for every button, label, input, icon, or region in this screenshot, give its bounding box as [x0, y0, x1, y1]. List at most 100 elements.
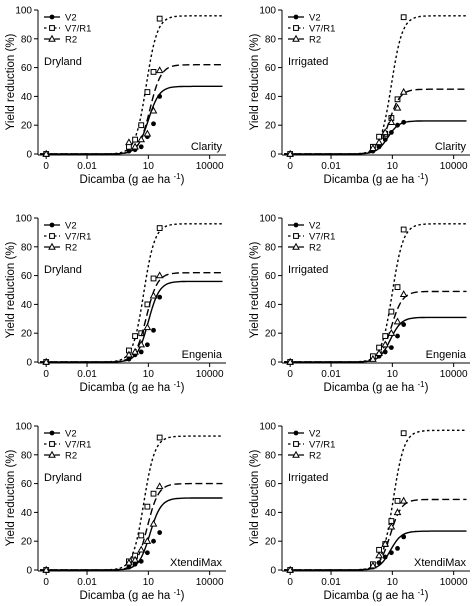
data-point-r2 — [399, 87, 408, 95]
data-point-r2 — [155, 482, 164, 490]
x-axis-title-suffix: ) — [425, 382, 429, 394]
x-tick-label: 0.01 — [77, 577, 97, 588]
y-tick-label: 100 — [15, 6, 32, 17]
data-point-r2 — [143, 129, 152, 137]
x-axis-title-suffix: ) — [181, 174, 185, 186]
data-point-v7-r1 — [144, 89, 151, 95]
y-tick-label: 0 — [270, 358, 276, 369]
y-tick-label: 100 — [259, 214, 276, 225]
y-axis-title: Yield reduction (%) — [249, 33, 261, 130]
legend-marker — [293, 430, 299, 436]
data-point-v7-r1 — [144, 503, 151, 510]
data-point-v2 — [395, 122, 400, 128]
legend-marker — [49, 233, 55, 239]
y-tick-label: 40 — [265, 92, 277, 103]
data-point-v7-r1 — [156, 225, 163, 231]
x-axis-title: Dicamba (g ae ha -1) — [324, 380, 429, 394]
x-tick-label: 0 — [287, 161, 293, 172]
legend-marker — [49, 25, 55, 31]
data-point-v2 — [151, 538, 156, 544]
y-tick-label: 60 — [265, 479, 277, 490]
data-point-r2 — [149, 519, 158, 527]
data-point-r2 — [393, 508, 402, 516]
data-point-r2 — [381, 128, 390, 136]
y-tick-label: 40 — [265, 300, 277, 311]
y-tick-label: 100 — [15, 422, 32, 433]
data-point-r2 — [125, 558, 133, 566]
x-axis-title-superscript: -1 — [174, 172, 182, 181]
setting-label: Irrigated — [288, 264, 328, 276]
x-axis-title-superscript: -1 — [418, 380, 426, 389]
x-tick-label: 0.01 — [321, 161, 341, 172]
data-point-v2 — [401, 534, 407, 540]
y-tick-label: 60 — [265, 63, 277, 74]
data-point-r2 — [381, 539, 390, 547]
legend-marker — [293, 25, 299, 31]
curve-r2 — [284, 88, 467, 155]
data-point-v2 — [138, 349, 144, 355]
data-point-v2 — [388, 550, 394, 556]
legend-label: R2 — [65, 35, 77, 46]
data-point-v7-r1 — [394, 497, 401, 504]
data-point-r2 — [125, 350, 133, 358]
data-point-r2 — [393, 103, 402, 111]
product-label: Engenia — [426, 349, 467, 361]
legend-marker — [48, 34, 56, 42]
x-axis-title-superscript: -1 — [418, 588, 426, 597]
product-label: Clarity — [191, 141, 223, 153]
x-tick-label: 10000 — [440, 577, 468, 588]
data-point-v7-r1 — [138, 532, 145, 539]
legend-label: R2 — [309, 243, 321, 254]
legend-label: V7/R1 — [65, 232, 91, 243]
y-tick-label: 40 — [21, 300, 33, 311]
chart-panel-1: 0 20 40 60 80 100 0 0.01 10 10000 Dicamba (g ae ha… — [249, 6, 470, 186]
legend-label: V2 — [309, 221, 321, 232]
y-tick-label: 0 — [270, 566, 276, 577]
x-tick-label: 10000 — [196, 577, 224, 588]
y-tick-label: 20 — [21, 121, 33, 132]
data-point-r2 — [137, 135, 146, 143]
curve-r2 — [284, 290, 467, 363]
y-tick-label: 20 — [265, 537, 277, 548]
legend-marker — [48, 450, 56, 458]
y-tick-label: 60 — [265, 271, 277, 282]
x-tick-label: 0.01 — [77, 161, 97, 172]
data-point-r2 — [131, 555, 139, 563]
x-tick-label: 0 — [43, 369, 49, 380]
x-tick-label: 10000 — [196, 369, 224, 380]
data-point-v7-r1 — [400, 430, 407, 437]
legend-marker — [49, 441, 55, 447]
curve-r2 — [40, 482, 223, 571]
x-tick-label: 0 — [287, 369, 293, 380]
legend-marker — [49, 14, 55, 20]
data-point-r2 — [369, 354, 377, 362]
x-axis-title: Dicamba (g ae ha -1) — [80, 380, 185, 394]
legend-label: R2 — [65, 451, 77, 462]
x-tick-label: 10 — [143, 161, 155, 172]
product-label: Clarity — [435, 141, 467, 153]
legend-label: V7/R1 — [309, 24, 335, 35]
y-tick-label: 40 — [21, 508, 33, 519]
legend-label: V7/R1 — [309, 232, 335, 243]
x-axis-title: Dicamba (g ae ha -1) — [324, 172, 429, 186]
y-tick-label: 40 — [21, 92, 33, 103]
x-tick-label: 10000 — [440, 161, 468, 172]
legend-label: R2 — [309, 35, 321, 46]
data-point-r2 — [399, 290, 408, 298]
data-point-v2 — [138, 144, 144, 150]
legend-label: V2 — [65, 429, 77, 440]
data-point-v2 — [395, 333, 400, 339]
data-point-v2 — [144, 342, 150, 348]
y-axis-title: Yield reduction (%) — [249, 449, 261, 546]
y-axis-title: Yield reduction (%) — [249, 241, 261, 338]
legend-label: V2 — [65, 13, 77, 24]
x-tick-label: 10 — [143, 577, 155, 588]
data-point-r2 — [369, 561, 377, 569]
y-tick-label: 0 — [26, 566, 32, 577]
y-tick-label: 80 — [21, 242, 33, 253]
data-point-v7-r1 — [394, 284, 401, 291]
data-point-r2 — [143, 323, 152, 331]
data-point-r2 — [375, 551, 383, 559]
y-tick-label: 60 — [21, 271, 33, 282]
x-axis-title-suffix: ) — [425, 590, 429, 602]
